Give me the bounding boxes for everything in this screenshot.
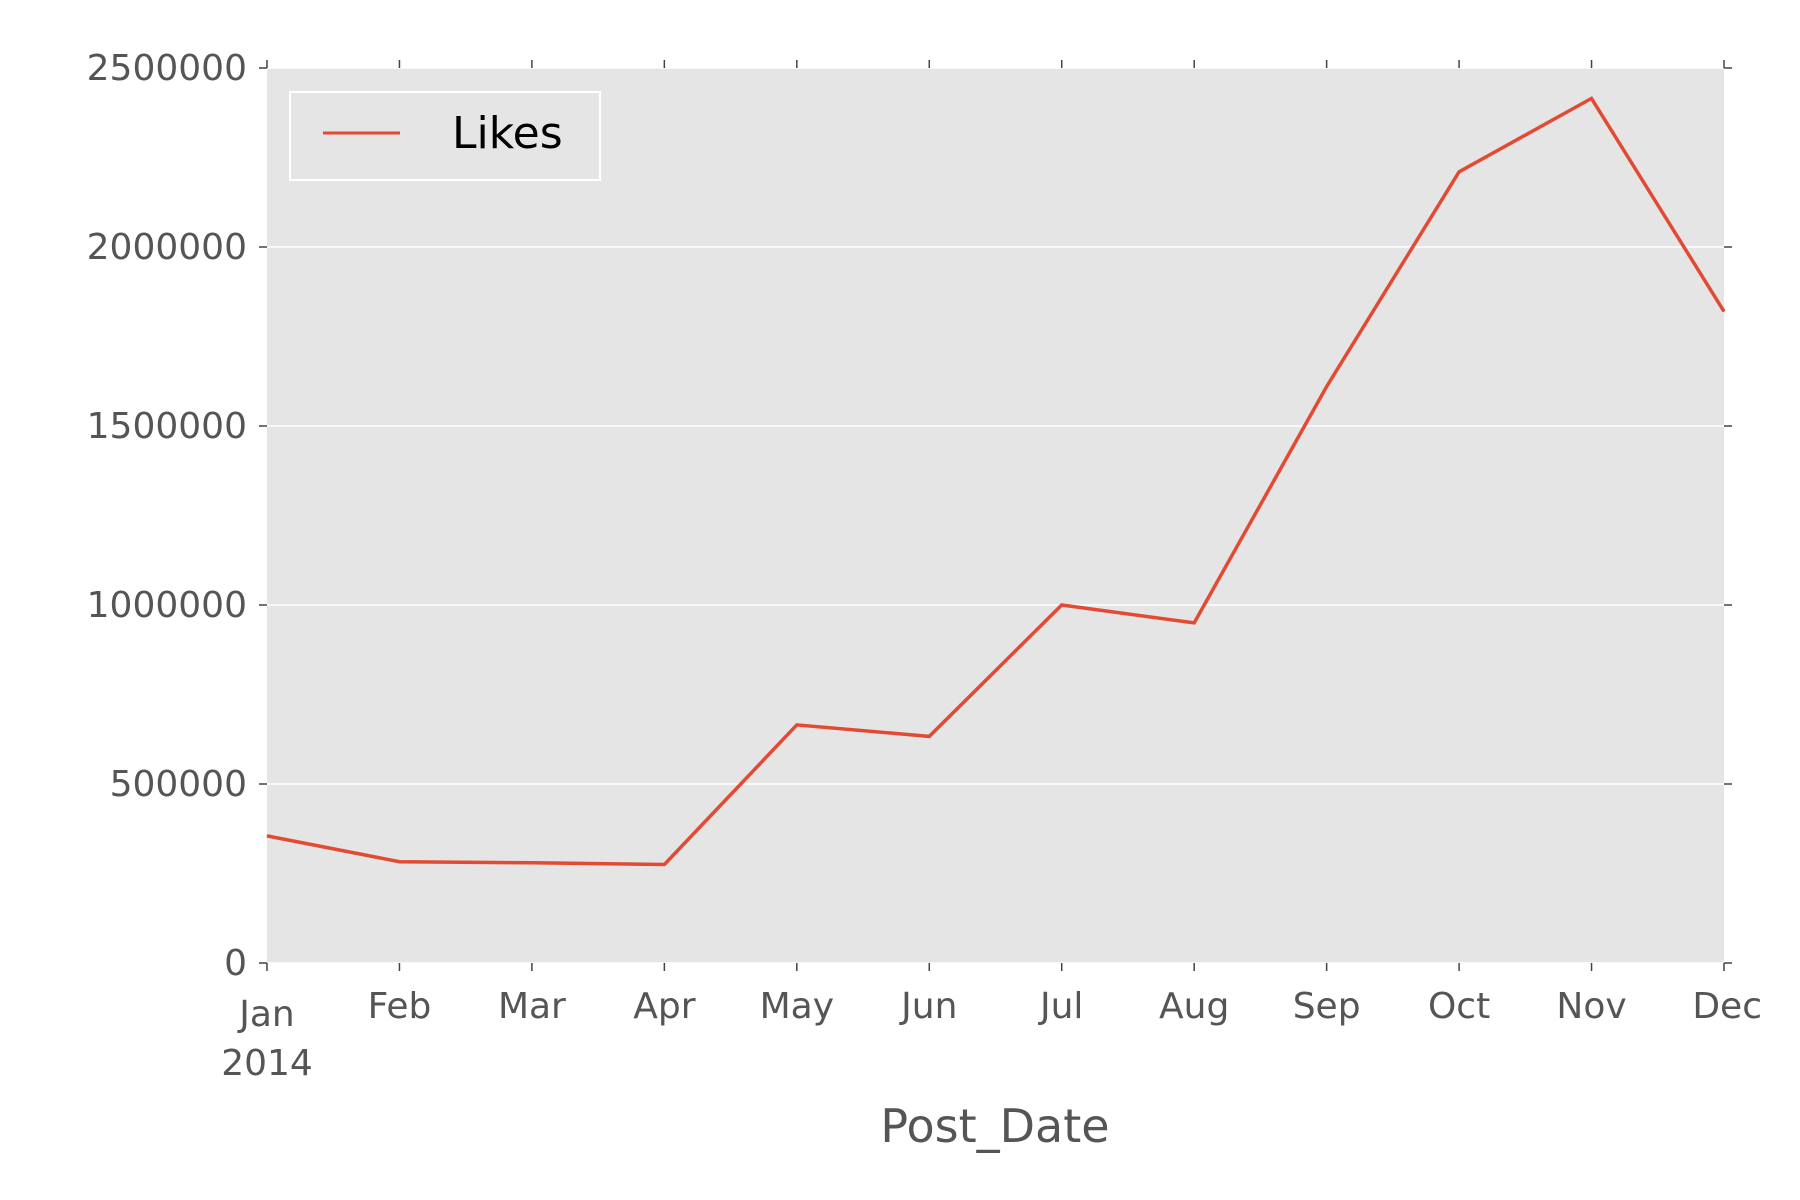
y-tick-label: 2000000 [87, 227, 247, 268]
data-point [1061, 604, 1063, 606]
series-line-likes [266, 96, 1726, 867]
x-tick-label: Mar [498, 986, 566, 1027]
x-tick-labels: Jan Feb Mar Apr May Jun Jul Aug Sep Oct Nov Dec [237, 986, 1762, 1035]
x-tick-label: Feb [368, 986, 432, 1027]
x-tick-label: Apr [633, 986, 695, 1027]
data-point [796, 724, 798, 726]
x-tick-label: Oct [1428, 986, 1490, 1027]
x-tick-label: Jun [899, 986, 957, 1027]
data-point [531, 862, 533, 864]
data-point [1326, 386, 1328, 388]
x-tick-label: Dec [1692, 986, 1762, 1027]
x-tick-label: Sep [1293, 986, 1361, 1027]
x-tick-label: May [760, 986, 834, 1027]
legend-box [289, 91, 601, 181]
legend-label-likes: Likes [452, 108, 563, 159]
data-point [266, 835, 268, 837]
series-lines [266, 96, 1726, 867]
grid-lines [267, 67, 1724, 964]
data-point [398, 861, 400, 863]
x-tick-label: Aug [1159, 986, 1229, 1027]
data-point [663, 864, 665, 866]
x-year-label: 2014 [221, 1043, 313, 1084]
x-axis-label: Post_Date [880, 1099, 1109, 1153]
y-tick-label: 1000000 [87, 585, 247, 626]
x-tick-label: Jul [1038, 986, 1083, 1027]
data-point [928, 735, 930, 737]
data-point [1193, 622, 1195, 624]
y-tick-labels: 0 500000 1000000 1500000 2000000 2500000 [87, 48, 247, 984]
y-tick-label: 0 [224, 943, 247, 984]
x-tick-label: Jan [237, 994, 295, 1035]
data-point [1591, 97, 1593, 99]
y-tick-label: 1500000 [87, 406, 247, 447]
data-point [1723, 310, 1725, 312]
y-tick-label: 2500000 [87, 48, 247, 89]
axis-ticks [259, 60, 1732, 971]
x-tick-label: Nov [1556, 986, 1626, 1027]
legend: Likes [289, 91, 601, 181]
y-tick-label: 500000 [110, 764, 247, 805]
plot-background [267, 68, 1724, 963]
data-point [1458, 171, 1460, 173]
